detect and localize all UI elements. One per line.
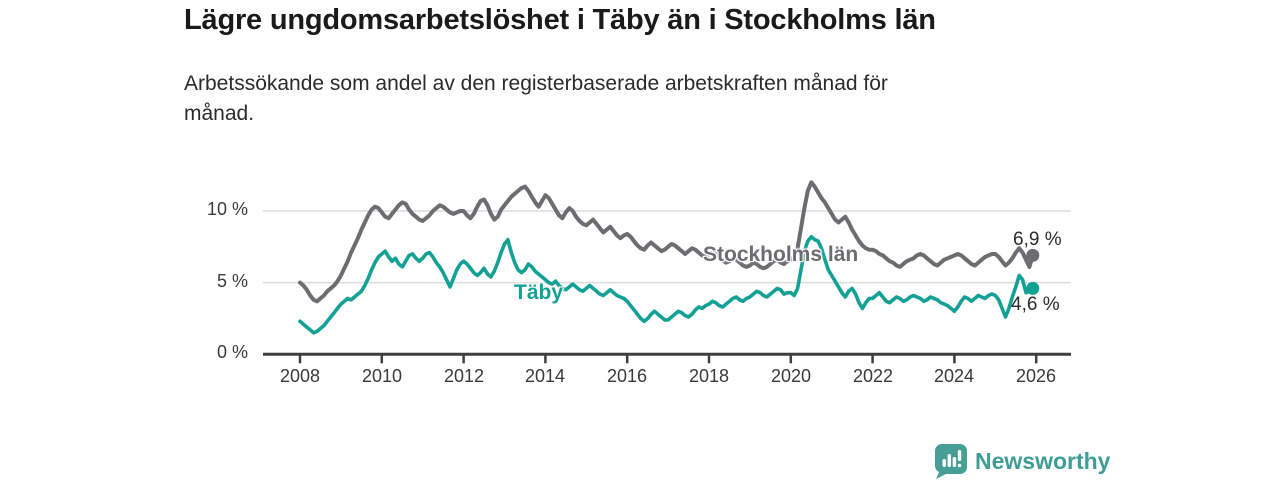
series-end-dots — [1026, 248, 1040, 295]
x-axis — [263, 352, 1071, 364]
logo-bars — [942, 450, 962, 468]
x-axis-tick-label: 2010 — [361, 366, 403, 386]
end-dot-stockholms-lan — [1026, 248, 1040, 262]
footer-brand: Newsworthy — [934, 444, 1110, 479]
series-label-taby: Täby — [514, 281, 564, 304]
x-axis-tick-label: 2008 — [279, 366, 321, 386]
newsworthy-logo-icon — [935, 444, 967, 479]
y-axis-tick-label: 10 % — [206, 199, 248, 219]
gridlines — [263, 210, 1071, 284]
x-axis-tick-label: 2018 — [688, 366, 730, 386]
series-lines — [298, 180, 1035, 335]
series-label-stockholms-lan: Stockholms län — [703, 243, 859, 266]
x-axis-tick-label: 2014 — [524, 366, 566, 386]
value-label-taby-latest: 4,6 % — [1011, 294, 1060, 315]
series-line-taby — [298, 235, 1035, 335]
value-label-stockholms-lan-latest: 6,9 % — [1013, 229, 1062, 250]
chart-subtitle: Arbetssökande som andel av den registerb… — [184, 72, 888, 125]
x-axis-tick-label: 2016 — [606, 366, 648, 386]
x-axis-tick-label: 2022 — [852, 366, 894, 386]
brand-name: Newsworthy — [975, 448, 1111, 474]
chart-title: Lägre ungdomsarbetslöshet i Täby än i St… — [184, 4, 936, 36]
y-axis-tick-label: 5 % — [216, 271, 248, 291]
x-axis-tick-label: 2026 — [1015, 366, 1057, 386]
x-axis-tick-label: 2020 — [770, 366, 812, 386]
x-axis-tick-label: 2024 — [933, 366, 975, 386]
y-axis-tick-label: 0 % — [216, 342, 248, 362]
x-axis-tick-label: 2012 — [443, 366, 485, 386]
end-dot-taby — [1026, 281, 1040, 295]
series-line-stockholms-lan — [298, 180, 1035, 304]
